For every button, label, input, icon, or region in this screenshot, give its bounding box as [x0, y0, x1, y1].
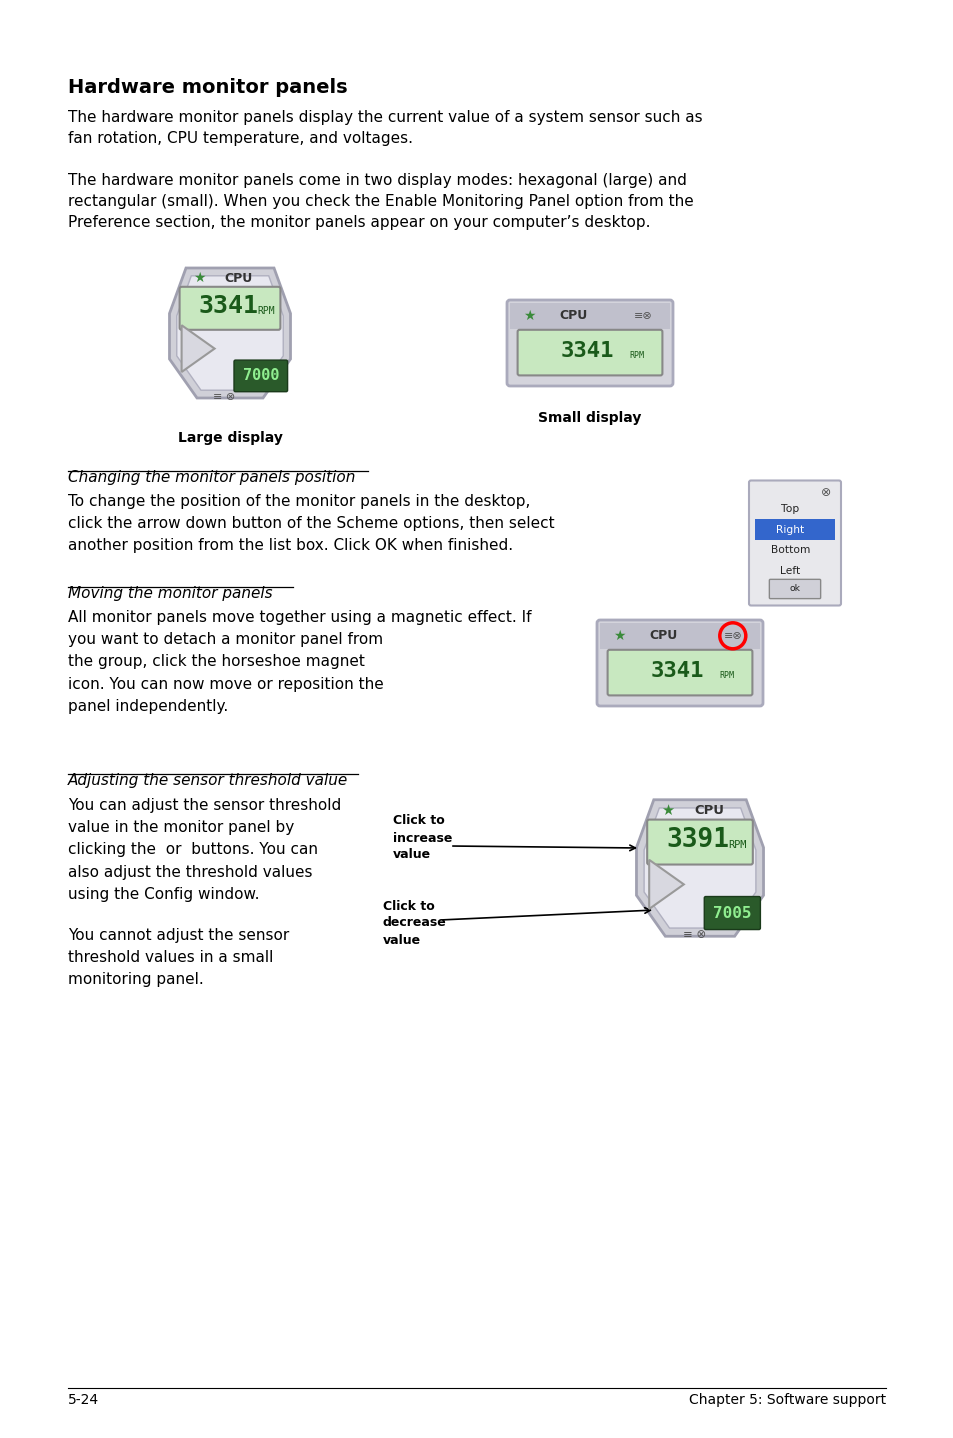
Polygon shape — [176, 276, 283, 390]
Text: All monitor panels move together using a magnetic effect. If
you want to detach : All monitor panels move together using a… — [68, 610, 531, 713]
Text: ≡ ⊗: ≡ ⊗ — [213, 391, 235, 401]
Text: RPM: RPM — [719, 672, 733, 680]
Text: 3391: 3391 — [666, 827, 729, 853]
Text: ≡ ⊗: ≡ ⊗ — [682, 929, 705, 942]
Text: RPM: RPM — [628, 351, 643, 361]
Text: Left: Left — [780, 565, 800, 575]
Text: Bottom: Bottom — [770, 545, 809, 555]
Text: RPM: RPM — [728, 840, 746, 850]
Text: ok: ok — [789, 584, 800, 594]
FancyBboxPatch shape — [506, 301, 672, 385]
Text: Moving the monitor panels: Moving the monitor panels — [68, 587, 273, 601]
Text: To change the position of the monitor panels in the desktop,
click the arrow dow: To change the position of the monitor pa… — [68, 495, 554, 554]
Polygon shape — [181, 325, 214, 372]
Text: Click to
increase
value: Click to increase value — [393, 814, 452, 861]
Text: 7005: 7005 — [712, 906, 751, 920]
Text: ⊗: ⊗ — [820, 486, 830, 499]
Text: 3341: 3341 — [198, 295, 258, 318]
Text: 3341: 3341 — [650, 660, 703, 680]
Text: ★: ★ — [193, 272, 205, 285]
Text: ★: ★ — [522, 309, 535, 322]
Text: Small display: Small display — [537, 411, 641, 426]
FancyBboxPatch shape — [597, 620, 762, 706]
Text: CPU: CPU — [649, 630, 678, 643]
Text: Hardware monitor panels: Hardware monitor panels — [68, 78, 347, 96]
Text: The hardware monitor panels come in two display modes: hexagonal (large) and
rec: The hardware monitor panels come in two … — [68, 173, 693, 230]
Polygon shape — [643, 808, 755, 928]
Text: The hardware monitor panels display the current value of a system sensor such as: The hardware monitor panels display the … — [68, 109, 702, 147]
FancyBboxPatch shape — [768, 580, 820, 598]
Text: ≡⊗: ≡⊗ — [722, 631, 741, 641]
Polygon shape — [636, 800, 762, 936]
Text: ≡⊗: ≡⊗ — [633, 311, 652, 321]
Text: CPU: CPU — [225, 272, 253, 285]
FancyBboxPatch shape — [233, 360, 287, 391]
Text: Click to
decrease
value: Click to decrease value — [382, 900, 446, 946]
FancyBboxPatch shape — [646, 820, 752, 864]
FancyBboxPatch shape — [748, 480, 841, 605]
Text: 7000: 7000 — [242, 368, 279, 384]
Text: 5-24: 5-24 — [68, 1393, 99, 1406]
Text: Adjusting the sensor threshold value: Adjusting the sensor threshold value — [68, 774, 348, 788]
Text: CPU: CPU — [559, 309, 587, 322]
Text: Top: Top — [781, 505, 799, 515]
Text: ★: ★ — [613, 628, 625, 643]
FancyBboxPatch shape — [703, 896, 760, 929]
Polygon shape — [648, 860, 683, 909]
Bar — [510, 303, 669, 329]
Bar — [755, 519, 834, 541]
Text: RPM: RPM — [256, 306, 274, 316]
Text: 3341: 3341 — [559, 341, 614, 361]
Text: You can adjust the sensor threshold
value in the monitor panel by
clicking the  : You can adjust the sensor threshold valu… — [68, 798, 341, 902]
FancyBboxPatch shape — [607, 650, 752, 696]
FancyBboxPatch shape — [179, 286, 280, 329]
Text: Right: Right — [776, 525, 804, 535]
Text: ★: ★ — [660, 804, 674, 818]
Text: Large display: Large display — [177, 431, 282, 444]
FancyBboxPatch shape — [517, 329, 661, 375]
Text: Chapter 5: Software support: Chapter 5: Software support — [688, 1393, 885, 1406]
Text: CPU: CPU — [694, 804, 723, 817]
Text: You cannot adjust the sensor
threshold values in a small
monitoring panel.: You cannot adjust the sensor threshold v… — [68, 928, 289, 988]
Bar — [599, 623, 760, 649]
Polygon shape — [170, 267, 291, 398]
Text: Changing the monitor panels position: Changing the monitor panels position — [68, 470, 355, 485]
